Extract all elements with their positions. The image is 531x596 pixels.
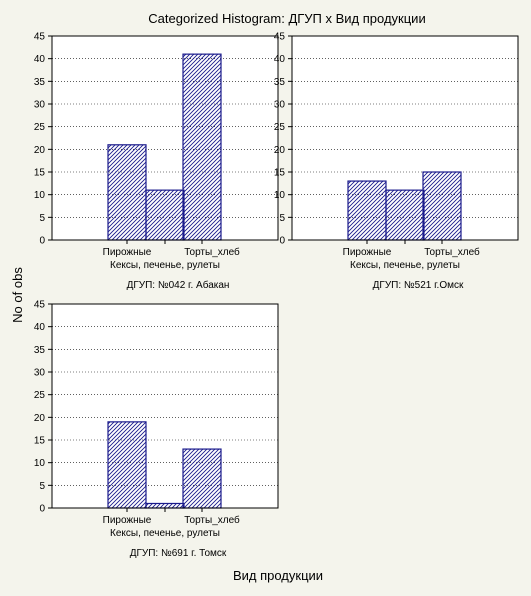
y-tick-label: 10	[274, 190, 286, 201]
chart-title: Categorized Histogram: ДГУП x Вид продук…	[148, 11, 425, 26]
panel-1: 0 5 10 15 20 25 30 35 40 45 Пирожные Торты_хлеб Кекс…	[34, 32, 279, 291]
plot-area	[52, 304, 278, 508]
y-tick-label: 30	[34, 368, 46, 379]
y-tick-label: 25	[34, 122, 46, 133]
y-tick-label: 15	[34, 436, 46, 447]
y-tick-label: 15	[274, 168, 286, 179]
y-tick-label: 40	[34, 54, 46, 65]
x-tick-label: Торты_хлеб	[424, 246, 480, 258]
y-tick-label: 30	[274, 100, 286, 111]
y-tick-label: 25	[34, 390, 46, 401]
y-tick-label: 10	[34, 458, 46, 469]
y-tick-label: 40	[34, 322, 46, 333]
y-tick-label: 5	[39, 213, 45, 224]
y-tick-label: 30	[34, 100, 46, 111]
y-axis-title: No of obs	[10, 267, 25, 323]
bar	[422, 171, 462, 241]
panel-2: 0 5 10 15 20 25 30 35 40 45 Пирожные Торты_хлеб Кекс…	[274, 32, 519, 291]
x-tick-label: Пирожные	[103, 515, 152, 526]
x-tick-label: Пирожные	[343, 247, 392, 258]
panel-caption: ДГУП: №042 г. Абакан	[127, 279, 230, 291]
x-tick-label: Торты_хлеб	[184, 514, 240, 526]
y-tick-label: 5	[39, 481, 45, 492]
y-tick-label: 35	[274, 77, 286, 88]
y-tick-label: 5	[279, 213, 285, 224]
y-tick-label: 0	[39, 504, 45, 515]
x-tick-label: Торты_хлеб	[184, 246, 240, 258]
y-tick-label: 45	[274, 32, 286, 43]
bar	[182, 53, 222, 241]
panel-3: 0 5 10 15 20 25 30 35 40 45 Пирожные Торты_хлеб Кекс…	[34, 300, 279, 559]
y-tick-label: 15	[34, 168, 46, 179]
y-tick-label: 0	[279, 236, 285, 247]
y-tick-label: 40	[274, 54, 286, 65]
bar	[347, 180, 387, 241]
y-tick-label: 20	[274, 145, 286, 156]
y-tick-label: 20	[34, 413, 46, 424]
y-tick-label: 45	[34, 300, 46, 311]
panels-group: 0 5 10 15 20 25 30 35 40 45 Пирожные Торты_хлеб Кекс…	[34, 32, 519, 559]
bar	[145, 502, 185, 509]
bar	[145, 189, 185, 241]
y-tick-label: 20	[34, 145, 46, 156]
y-tick-label: 0	[39, 236, 45, 247]
bar	[107, 144, 147, 241]
y-tick-label: 45	[34, 32, 46, 43]
y-tick-label: 10	[34, 190, 46, 201]
x-tick-label: Пирожные	[103, 247, 152, 258]
bar	[107, 421, 147, 509]
panel-caption: ДГУП: №521 г.Омск	[373, 280, 464, 291]
y-tick-label: 35	[34, 77, 46, 88]
x-tick-label: Кексы, печенье, рулеты	[110, 260, 220, 271]
bar	[182, 448, 222, 509]
y-tick-label: 35	[34, 345, 46, 356]
bar	[385, 189, 425, 241]
x-tick-label: Кексы, печенье, рулеты	[350, 260, 460, 271]
x-tick-label: Кексы, печенье, рулеты	[110, 528, 220, 539]
y-tick-label: 25	[274, 122, 286, 133]
x-axis-title: Вид продукции	[233, 568, 323, 583]
panel-caption: ДГУП: №691 г. Томск	[130, 548, 227, 559]
